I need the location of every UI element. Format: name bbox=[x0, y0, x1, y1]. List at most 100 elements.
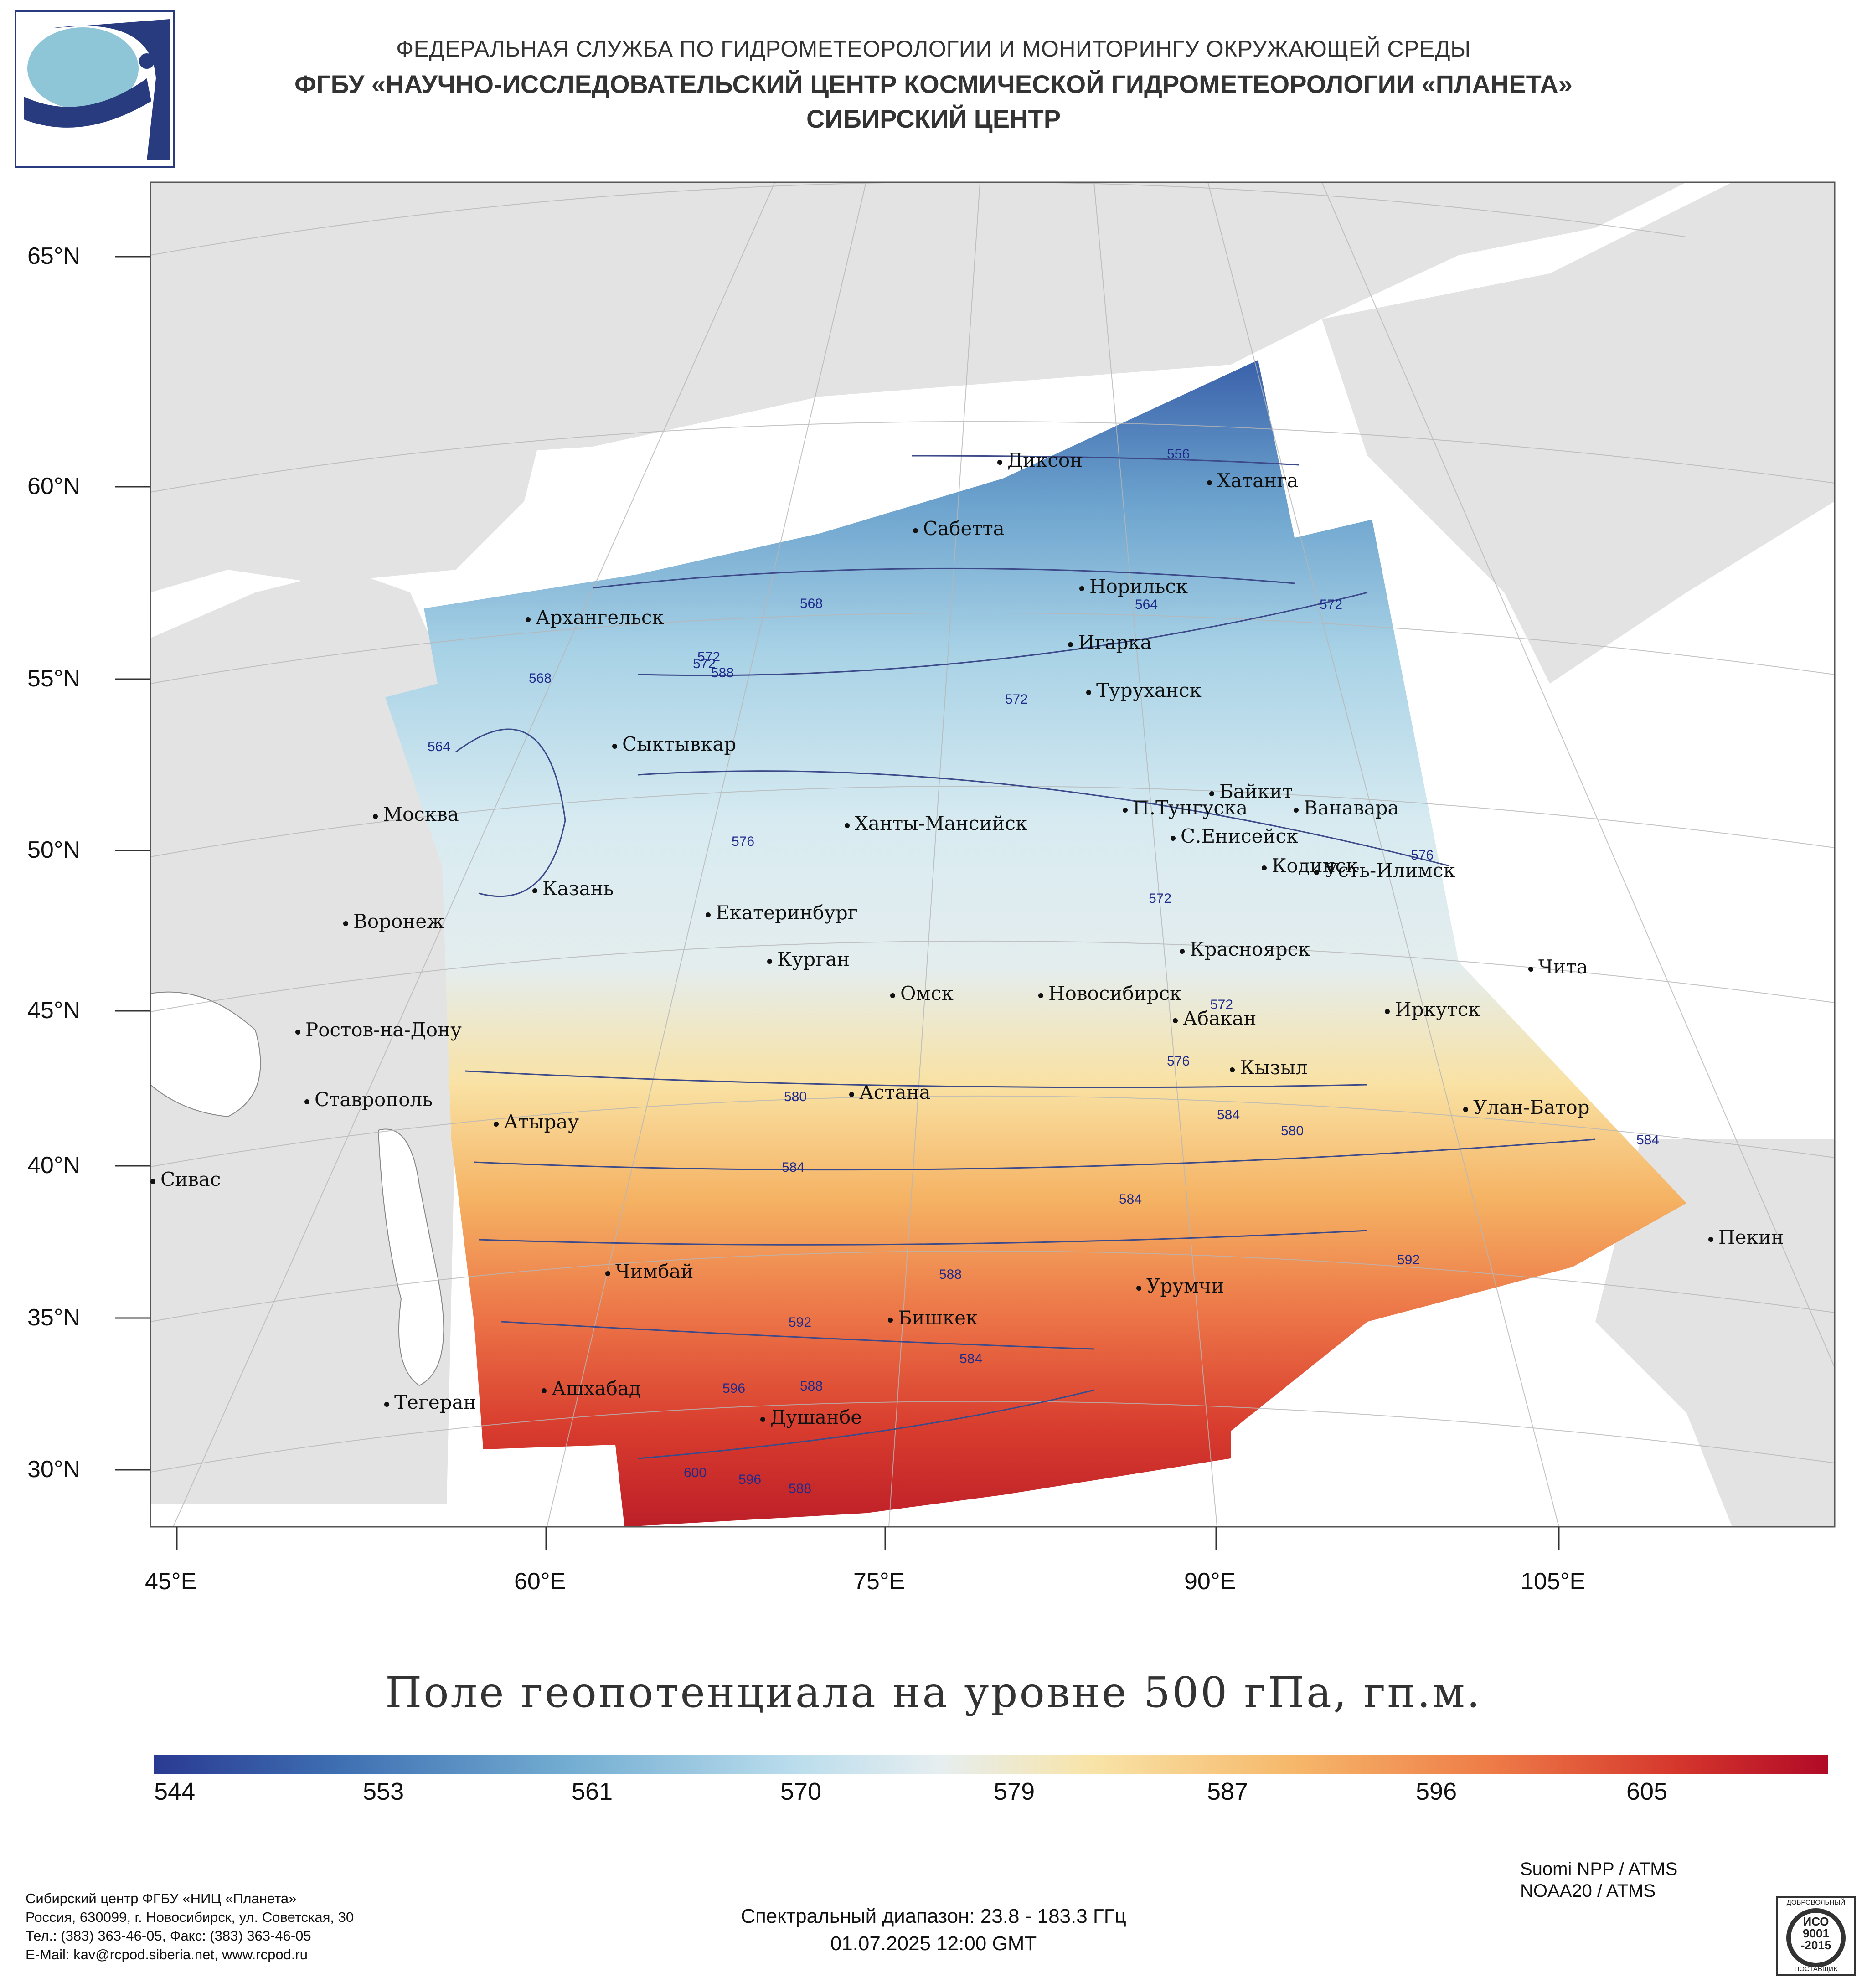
contour-label: 572 bbox=[1210, 997, 1233, 1012]
satellite-instrument: NOAA20 / ATMS bbox=[1520, 1881, 1656, 1901]
city-label: Ханты-Мансийск bbox=[844, 812, 1028, 834]
colorbar-tick: 587 bbox=[1207, 1778, 1248, 1805]
city-label: Москва bbox=[373, 803, 459, 825]
city-label: Архангельск bbox=[526, 606, 664, 628]
caspian-sea bbox=[377, 1128, 444, 1386]
contour-label: 564 bbox=[428, 739, 451, 754]
contour-label: 592 bbox=[1397, 1252, 1420, 1267]
address-line: Тел.: (383) 363-46-05, Факс: (383) 363-4… bbox=[26, 1928, 311, 1944]
contour-label: 584 bbox=[959, 1351, 983, 1366]
contour-label: 572 bbox=[1149, 891, 1172, 906]
iso-top-text: ДОБРОВОЛЬНЫЙ bbox=[1786, 1899, 1846, 1906]
colorbar bbox=[154, 1755, 1828, 1774]
city-label: Казань bbox=[532, 877, 614, 900]
geopotential-map bbox=[115, 181, 1836, 1550]
contour-label: 596 bbox=[738, 1472, 762, 1487]
contour-label: 584 bbox=[782, 1160, 805, 1175]
satellite-instrument: Suomi NPP / ATMS bbox=[1520, 1859, 1678, 1879]
city-label: Чимбай bbox=[605, 1260, 694, 1282]
contour-label: 588 bbox=[711, 665, 734, 680]
lat-label-50: 50°N bbox=[27, 837, 81, 863]
city-label: Курган bbox=[767, 948, 850, 970]
address-line: E-Mail: kav@rcpod.siberia.net, www.rcpod… bbox=[26, 1947, 308, 1962]
iso-bottom-text: ПОСТАВЩИК bbox=[1794, 1965, 1838, 1973]
contour-label: 588 bbox=[939, 1267, 962, 1282]
city-label: Иркутск bbox=[1384, 998, 1480, 1020]
lat-label-60: 60°N bbox=[27, 473, 81, 500]
city-label: Бишкек bbox=[887, 1307, 978, 1329]
address-line: Россия, 630099, г. Новосибирск, ул. Сове… bbox=[26, 1909, 354, 1925]
lat-label-30: 30°N bbox=[27, 1456, 81, 1483]
colorbar-tick: 544 bbox=[154, 1778, 196, 1805]
map-title: Поле геопотенциала на уровне 500 гПа, гп… bbox=[385, 1668, 1482, 1717]
contour-label: 588 bbox=[800, 1379, 823, 1394]
city-label: Игарка bbox=[1068, 631, 1152, 654]
colorbar-tick: 579 bbox=[994, 1778, 1035, 1805]
city-label: Новосибирск bbox=[1038, 982, 1182, 1004]
city-label: С.Енисейск bbox=[1170, 825, 1299, 847]
contour-label: 600 bbox=[684, 1465, 707, 1480]
city-label: Байкит bbox=[1209, 780, 1293, 803]
contour-label: 592 bbox=[789, 1315, 812, 1330]
lat-label-55: 55°N bbox=[27, 665, 81, 692]
contour-label: 588 bbox=[789, 1481, 812, 1496]
iso-label: ИСО 9001 -2015 bbox=[1800, 1915, 1831, 1952]
spectral-info: Спектральный диапазон: 23.8 - 183.3 ГГц … bbox=[0, 1903, 1867, 1957]
city-label: Ставрополь bbox=[304, 1088, 433, 1111]
colorbar-tick: 553 bbox=[363, 1778, 404, 1805]
lat-label-40: 40°N bbox=[27, 1152, 81, 1179]
city-label: Урумчи bbox=[1136, 1275, 1224, 1297]
colorbar-tick: 596 bbox=[1416, 1778, 1457, 1805]
black-sea bbox=[150, 991, 261, 1118]
land-east bbox=[1322, 182, 1835, 684]
observation-datetime: 01.07.2025 12:00 GMT bbox=[830, 1932, 1037, 1955]
lon-label-105: 105°E bbox=[1521, 1568, 1586, 1595]
city-label: Хатанга bbox=[1207, 469, 1299, 492]
lon-label-75: 75°E bbox=[853, 1568, 905, 1595]
city-label: Усть-Илимск bbox=[1314, 859, 1455, 881]
lat-label-35: 35°N bbox=[27, 1304, 81, 1331]
contour-label: 564 bbox=[1135, 597, 1158, 612]
city-label: Атырау bbox=[493, 1111, 579, 1133]
city-label: Омск bbox=[890, 982, 954, 1004]
city-label: Ванавара bbox=[1294, 797, 1399, 819]
lat-label-65: 65°N bbox=[27, 243, 81, 269]
contour-label: 580 bbox=[784, 1089, 807, 1104]
contour-label: 576 bbox=[1411, 848, 1434, 863]
contour-label: 584 bbox=[1636, 1133, 1660, 1148]
city-label: Абакан bbox=[1172, 1007, 1257, 1030]
city-label: Ростов-на-Дону bbox=[295, 1019, 462, 1041]
iso-certification-badge bbox=[1776, 1896, 1856, 1976]
contour-label: 596 bbox=[722, 1381, 746, 1396]
city-label: Кызыл bbox=[1230, 1056, 1308, 1079]
city-label: Красноярск bbox=[1179, 938, 1310, 960]
city-label: Чита bbox=[1528, 956, 1588, 978]
contour-label: 572 bbox=[1320, 597, 1343, 612]
planeta-logo bbox=[15, 10, 175, 168]
city-label: Пекин bbox=[1708, 1226, 1784, 1248]
colorbar-tick: 570 bbox=[780, 1778, 822, 1805]
land-arctic bbox=[150, 182, 1686, 456]
city-label: Норильск bbox=[1079, 575, 1188, 597]
contour-label: 568 bbox=[800, 596, 823, 611]
city-label: Улан-Батор bbox=[1463, 1096, 1590, 1118]
city-label: Сивас bbox=[150, 1168, 221, 1190]
lon-label-90: 90°E bbox=[1184, 1568, 1236, 1595]
contour-label: 580 bbox=[1281, 1123, 1304, 1138]
colorbar-tick: 605 bbox=[1626, 1778, 1668, 1805]
city-label: Екатеринбург bbox=[706, 901, 858, 924]
city-label: Ашхабад bbox=[542, 1377, 641, 1400]
city-label: Диксон bbox=[997, 449, 1083, 471]
contour-label: 568 bbox=[529, 671, 552, 686]
colorbar-tick: 561 bbox=[572, 1778, 613, 1805]
contour-label: 572 bbox=[697, 649, 721, 664]
city-label: Воронеж bbox=[343, 910, 444, 932]
contour-label: 576 bbox=[1167, 1054, 1190, 1069]
data-swath bbox=[385, 360, 1686, 1527]
contour-label: 584 bbox=[1119, 1192, 1142, 1207]
lon-label-45: 45°E bbox=[145, 1568, 197, 1595]
land-east-asia bbox=[1595, 1139, 1835, 1527]
city-label: Душанбе bbox=[760, 1406, 862, 1428]
city-label: Сыктывкар bbox=[612, 733, 737, 755]
lat-label-45: 45°N bbox=[27, 997, 81, 1024]
